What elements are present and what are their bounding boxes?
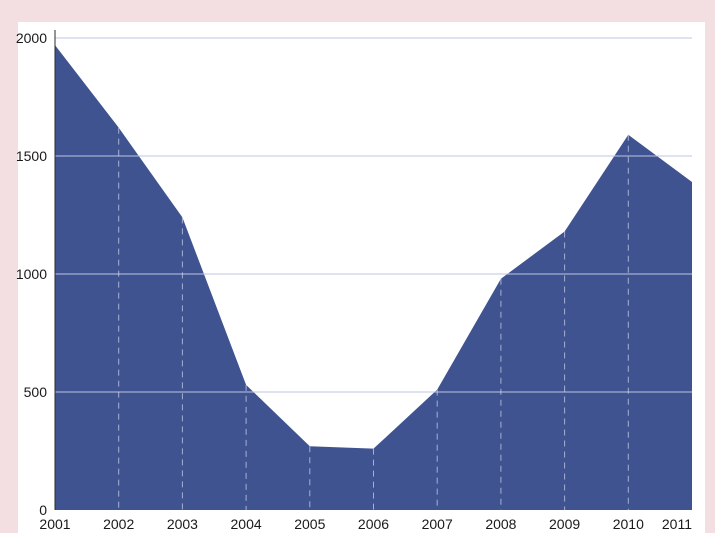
x-axis-tick-labels: 2001 2002 2003 2004 2005 2006 2007 2008 2009 2010… bbox=[39, 516, 692, 532]
year-dashed-lines bbox=[118, 127, 629, 510]
y-tick-label: 500 bbox=[24, 384, 48, 400]
y-tick-label: 0 bbox=[39, 502, 47, 518]
x-tick-label: 2002 bbox=[103, 516, 134, 532]
x-tick-label: 2003 bbox=[167, 516, 198, 532]
x-tick-label: 2006 bbox=[358, 516, 389, 532]
x-tick-label: 2007 bbox=[422, 516, 453, 532]
y-axis-tick-labels: 0 500 1000 1500 2000 bbox=[16, 30, 47, 518]
x-tick-label: 2004 bbox=[231, 516, 262, 532]
x-tick-label: 2001 bbox=[39, 516, 70, 532]
x-tick-label: 2005 bbox=[294, 516, 325, 532]
x-tick-label: 2010 bbox=[613, 516, 644, 532]
y-tick-label: 2000 bbox=[16, 30, 47, 46]
x-tick-label: 2011 bbox=[662, 516, 692, 532]
y-tick-label: 1000 bbox=[16, 266, 47, 282]
y-tick-label: 1500 bbox=[16, 148, 47, 164]
area-series bbox=[55, 45, 692, 510]
x-tick-label: 2009 bbox=[549, 516, 580, 532]
grid-lines-over-area bbox=[55, 37, 692, 393]
x-tick-label: 2008 bbox=[485, 516, 516, 532]
